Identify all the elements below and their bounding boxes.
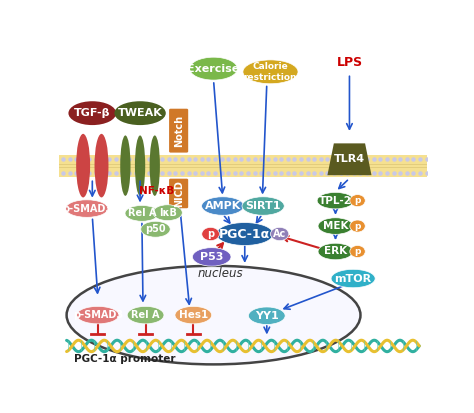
Text: p-SMAD3: p-SMAD3 <box>73 310 123 320</box>
Ellipse shape <box>331 269 375 288</box>
Text: nucleus: nucleus <box>198 267 244 280</box>
Text: ERK: ERK <box>324 247 347 256</box>
Text: YY1: YY1 <box>255 311 279 321</box>
Text: p50: p50 <box>145 224 166 234</box>
Bar <box>59 154 427 177</box>
Ellipse shape <box>202 227 219 241</box>
Ellipse shape <box>135 135 145 196</box>
Ellipse shape <box>242 197 284 215</box>
Text: Exercise: Exercise <box>187 64 240 74</box>
Text: IκB: IκB <box>159 208 176 218</box>
Text: Notch: Notch <box>173 114 183 147</box>
Text: Rel A: Rel A <box>131 310 160 320</box>
Text: TLR4: TLR4 <box>334 154 365 164</box>
Text: TWEAK: TWEAK <box>118 108 163 118</box>
Ellipse shape <box>201 197 244 215</box>
Text: PGC-1α: PGC-1α <box>219 228 270 240</box>
FancyBboxPatch shape <box>169 109 188 152</box>
Ellipse shape <box>350 220 365 232</box>
Ellipse shape <box>318 243 353 260</box>
Ellipse shape <box>175 306 212 324</box>
Ellipse shape <box>68 101 116 125</box>
Ellipse shape <box>317 192 354 209</box>
Ellipse shape <box>66 266 360 364</box>
Text: Ac: Ac <box>273 229 286 239</box>
Text: NF-κB: NF-κB <box>139 186 174 196</box>
Ellipse shape <box>125 205 159 221</box>
Text: p: p <box>355 196 361 205</box>
Ellipse shape <box>190 57 237 80</box>
Text: mTOR: mTOR <box>335 273 372 284</box>
Text: Rel A: Rel A <box>128 208 156 218</box>
Ellipse shape <box>350 195 365 206</box>
Ellipse shape <box>141 221 170 237</box>
Ellipse shape <box>271 227 289 241</box>
Text: NICD: NICD <box>173 180 183 207</box>
Text: P53: P53 <box>200 252 223 262</box>
Text: p: p <box>207 229 214 239</box>
Ellipse shape <box>150 135 160 196</box>
Ellipse shape <box>243 60 298 84</box>
Text: p-SMAD3: p-SMAD3 <box>62 204 112 214</box>
Ellipse shape <box>120 135 130 196</box>
Text: PGC-1α promoter: PGC-1α promoter <box>74 354 175 364</box>
Ellipse shape <box>216 223 273 245</box>
Ellipse shape <box>94 134 109 197</box>
Text: Calorie
restriction: Calorie restriction <box>244 62 297 81</box>
Ellipse shape <box>318 218 353 234</box>
Text: AMPK: AMPK <box>205 201 241 211</box>
Ellipse shape <box>248 307 285 325</box>
Text: TGF-β: TGF-β <box>74 108 110 118</box>
Polygon shape <box>328 143 372 175</box>
FancyBboxPatch shape <box>169 179 188 208</box>
Text: MEK: MEK <box>323 221 348 231</box>
Ellipse shape <box>153 205 182 221</box>
Ellipse shape <box>77 306 119 324</box>
Text: SIRT1: SIRT1 <box>246 201 281 211</box>
Ellipse shape <box>350 245 365 258</box>
Text: Hes1: Hes1 <box>179 310 208 320</box>
Text: TPL-2: TPL-2 <box>319 196 352 206</box>
Ellipse shape <box>192 248 231 266</box>
Text: p: p <box>355 247 361 256</box>
Ellipse shape <box>76 134 90 197</box>
Text: p: p <box>355 221 361 230</box>
Ellipse shape <box>66 200 108 217</box>
Ellipse shape <box>127 306 164 324</box>
Ellipse shape <box>114 101 166 125</box>
Text: LPS: LPS <box>337 56 363 69</box>
